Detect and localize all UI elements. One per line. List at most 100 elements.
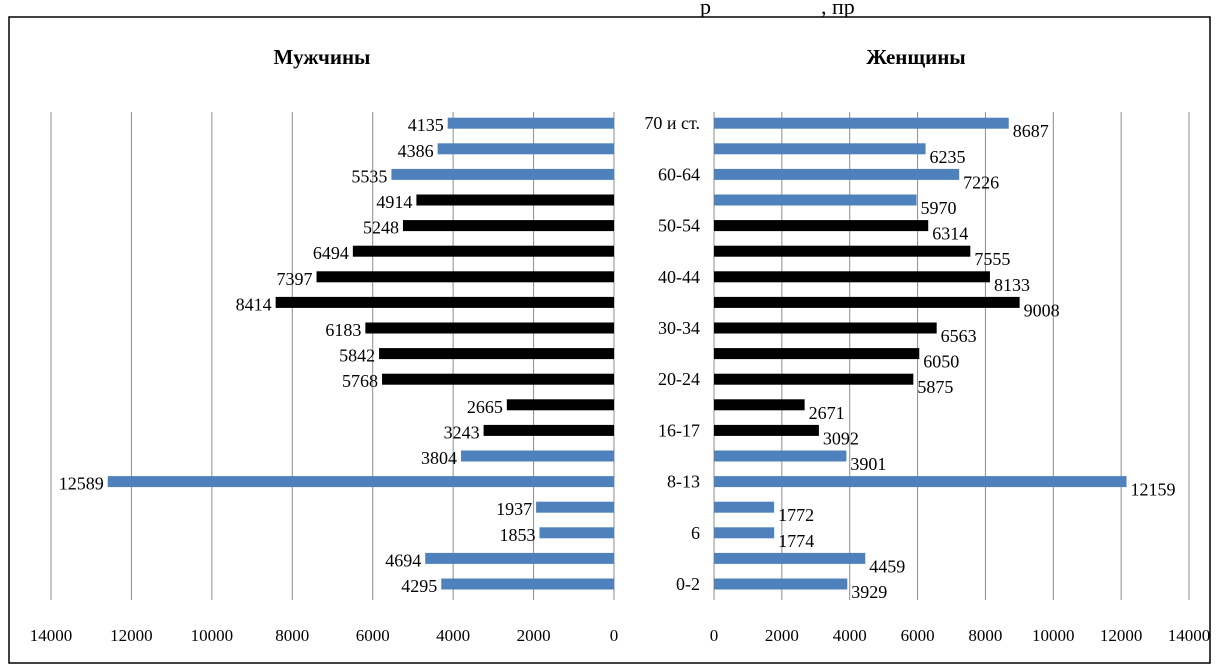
bar-women [714, 194, 917, 206]
category-label: 16-17 [658, 420, 700, 440]
header-text-fragment: р , пр [700, 0, 855, 19]
data-label-men: 4386 [398, 141, 434, 161]
bar-women [714, 552, 866, 564]
x-tick-label-women: 14000 [1168, 626, 1211, 645]
bars-men [107, 117, 614, 590]
data-label-women: 8133 [994, 275, 1030, 295]
bar-women [714, 348, 920, 360]
data-label-men: 2665 [467, 397, 503, 417]
bar-women [714, 578, 848, 590]
data-label-women: 9008 [1024, 300, 1060, 320]
data-label-women: 7226 [963, 172, 999, 192]
category-label: 6 [691, 523, 700, 543]
bars-women [714, 117, 1127, 590]
data-label-men: 6183 [325, 320, 361, 340]
data-label-women: 1774 [778, 531, 814, 551]
bar-men [539, 527, 614, 539]
bar-women [714, 476, 1127, 488]
category-label: 8-13 [667, 472, 700, 492]
category-label: 70 и ст. [644, 113, 700, 133]
bar-women [714, 424, 819, 436]
category-labels: 0-2 6 8-13 16-17 20-24 30-34 40-44 50-54 60-64 70… [644, 113, 700, 594]
chart-frame [8, 16, 1211, 664]
data-labels-women: 3929 4459 1774 1772 12159 3901 3092 2671 5875 605… [778, 121, 1175, 602]
data-label-men: 4135 [408, 115, 444, 135]
bar-women [714, 373, 914, 385]
x-tick-label-men: 12000 [110, 626, 153, 645]
bar-women [714, 168, 960, 180]
bar-men [425, 552, 614, 564]
x-tick-label-women: 2000 [765, 626, 799, 645]
data-label-women: 4459 [869, 556, 905, 576]
panel-title-men: Мужчины [274, 45, 371, 69]
bar-women [714, 143, 926, 155]
bar-men [107, 476, 614, 488]
bar-women [714, 296, 1020, 308]
bar-women [714, 245, 971, 257]
x-tick-label-men: 10000 [191, 626, 234, 645]
data-label-men: 12589 [59, 474, 104, 494]
data-label-men: 6494 [313, 243, 349, 263]
data-label-men: 4295 [401, 576, 437, 596]
data-label-men: 5842 [339, 346, 375, 366]
x-tick-label-men: 14000 [30, 626, 73, 645]
data-label-women: 5970 [921, 198, 957, 218]
bar-women [714, 117, 1009, 129]
x-tick-label-women: 10000 [1032, 626, 1075, 645]
data-label-women: 6235 [930, 147, 966, 167]
data-label-women: 3929 [851, 582, 887, 602]
bar-men [391, 168, 614, 180]
bar-women [714, 450, 847, 462]
data-label-men: 7397 [277, 269, 313, 289]
bar-men [352, 245, 614, 257]
category-label: 40-44 [658, 267, 700, 287]
data-label-women: 1772 [778, 505, 814, 525]
bar-women [714, 399, 805, 411]
bar-women [714, 527, 775, 539]
bar-men [483, 424, 614, 436]
data-label-women: 8687 [1013, 121, 1049, 141]
data-label-women: 6563 [941, 326, 977, 346]
bar-women [714, 220, 929, 232]
data-label-women: 3901 [850, 454, 886, 474]
bar-men [506, 399, 614, 411]
data-label-women: 6050 [923, 352, 959, 372]
bar-men [441, 578, 614, 590]
data-label-men: 3243 [444, 422, 480, 442]
x-tick-label-women: 12000 [1100, 626, 1143, 645]
category-label: 30-34 [658, 318, 700, 338]
bar-women [714, 501, 775, 513]
x-tick-label-women: 4000 [833, 626, 867, 645]
x-tick-label-men: 8000 [275, 626, 309, 645]
x-ticks-men: 0 2000 4000 6000 8000 10000 12000 14000 [30, 626, 619, 645]
data-label-women: 2671 [809, 403, 845, 423]
data-label-men: 5535 [351, 166, 387, 186]
bar-men [447, 117, 614, 129]
x-ticks-women: 0 2000 4000 6000 8000 10000 12000 14000 [710, 626, 1211, 645]
category-label: 50-54 [658, 216, 700, 236]
x-tick-label-men: 0 [610, 626, 619, 645]
bar-men [382, 373, 614, 385]
bar-men [461, 450, 614, 462]
data-label-men: 4914 [376, 192, 412, 212]
data-label-women: 12159 [1131, 480, 1176, 500]
x-tick-label-men: 6000 [356, 626, 390, 645]
x-tick-label-men: 2000 [517, 626, 551, 645]
panel-title-women: Женщины [866, 45, 965, 69]
x-tick-label-women: 0 [710, 626, 719, 645]
bar-men [402, 220, 614, 232]
x-tick-label-men: 4000 [436, 626, 470, 645]
bar-women [714, 271, 990, 283]
data-label-men: 5248 [363, 218, 399, 238]
data-label-men: 1937 [496, 499, 532, 519]
data-label-women: 5875 [917, 377, 953, 397]
data-label-women: 7555 [974, 249, 1010, 269]
bar-men [416, 194, 614, 206]
category-label: 0-2 [676, 574, 700, 594]
bar-men [275, 296, 614, 308]
data-label-women: 3092 [823, 428, 859, 448]
data-label-women: 6314 [932, 224, 968, 244]
x-tick-label-women: 6000 [901, 626, 935, 645]
data-label-men: 1853 [499, 525, 535, 545]
